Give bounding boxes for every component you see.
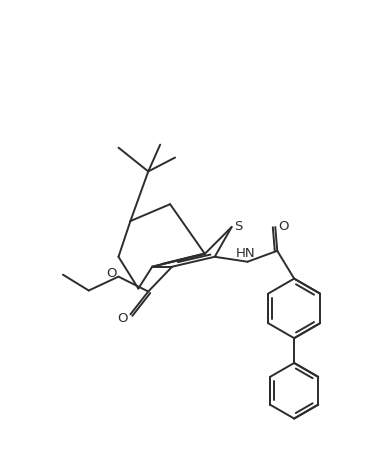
Text: O: O	[117, 311, 128, 324]
Text: O: O	[106, 267, 117, 280]
Text: HN: HN	[236, 247, 256, 260]
Text: O: O	[278, 219, 288, 232]
Text: S: S	[234, 219, 243, 232]
